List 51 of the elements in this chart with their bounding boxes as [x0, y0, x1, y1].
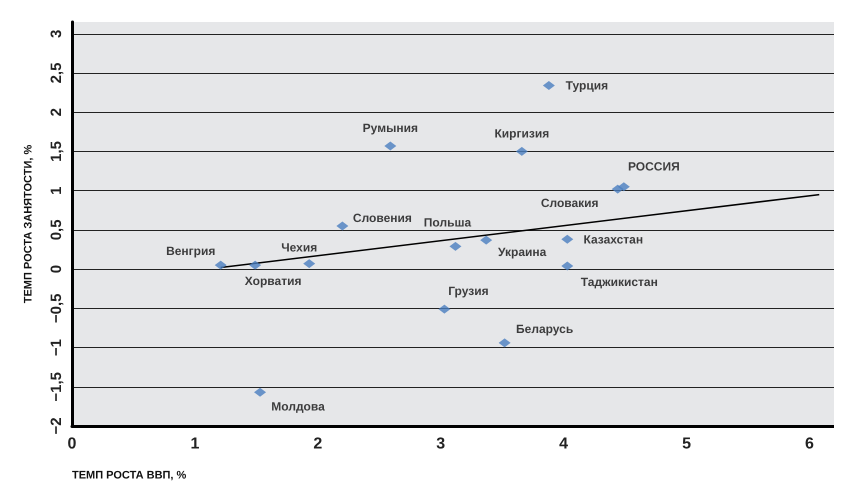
point — [480, 236, 492, 245]
y-tick-label: 2,5 — [48, 62, 65, 84]
y-tick-label: −2 — [48, 417, 65, 435]
y-tick-label: 1 — [48, 186, 65, 195]
x-tick-label: 2 — [313, 436, 322, 452]
annotation: Киргизия — [494, 126, 550, 140]
y-tick-label: 0,5 — [48, 219, 65, 240]
annotation: Молдова — [271, 399, 326, 414]
y-axis-title: ТЕМП РОСТА ЗАНЯТОСТИ, % — [22, 144, 34, 304]
annotation: Чехия — [281, 240, 318, 255]
point — [249, 260, 262, 270]
annotation: Беларусь — [516, 322, 574, 336]
annotation: Словакия — [540, 196, 599, 210]
y-tick-label: 0 — [48, 264, 65, 274]
annotation: РОССИЯ — [628, 160, 680, 174]
annotation: Турция — [566, 78, 608, 93]
annotation: Грузия — [448, 284, 489, 298]
annotation: Румыния — [362, 120, 418, 135]
point — [214, 260, 227, 270]
point — [498, 338, 511, 348]
y-tick-label: 2 — [48, 108, 65, 116]
x-tick-label: 5 — [682, 436, 692, 452]
point — [449, 242, 462, 251]
x-tick-label: 4 — [559, 436, 568, 452]
y-tick-label: −1 — [48, 339, 65, 356]
point — [384, 141, 396, 150]
y-tick-label: 3 — [48, 30, 65, 38]
x-tick-label: 6 — [804, 436, 814, 452]
point — [254, 388, 266, 397]
point — [561, 261, 574, 270]
annotation: Польша — [424, 215, 472, 230]
point — [561, 234, 574, 244]
annotation: Украина — [498, 245, 547, 260]
x-axis-title: ТЕМП РОСТА ВВП, % — [72, 470, 187, 482]
annotation: Таджикистан — [580, 274, 658, 289]
point — [303, 259, 316, 268]
y-tick-label: −1,5 — [48, 372, 65, 402]
annotation: Словения — [352, 210, 412, 225]
x-tick-label: 3 — [436, 436, 446, 452]
x-tick-label: 1 — [190, 436, 200, 452]
point — [516, 146, 528, 156]
annotation: Венгрия — [166, 244, 216, 258]
point — [336, 221, 348, 230]
x-tick-label: 0 — [68, 436, 77, 452]
y-tick-label: −0,5 — [48, 294, 65, 324]
annotation: Хорватия — [244, 274, 302, 288]
point — [542, 81, 555, 90]
annotation: Казахстан — [583, 232, 644, 246]
point — [438, 304, 450, 314]
point — [618, 182, 630, 192]
y-tick-label: 1,5 — [48, 141, 65, 162]
